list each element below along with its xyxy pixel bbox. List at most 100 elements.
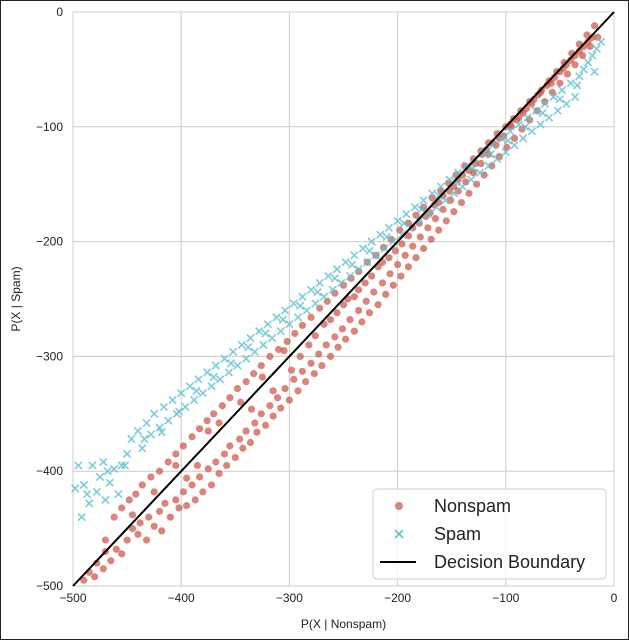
nonspam-point (134, 530, 142, 538)
nonspam-point (290, 375, 298, 383)
spam-point (540, 99, 549, 109)
spam-point (562, 99, 571, 109)
spam-point (358, 244, 368, 253)
spam-point (497, 134, 506, 143)
spam-point (228, 347, 238, 356)
spam-point (92, 487, 101, 497)
spam-point (263, 320, 272, 329)
nonspam-point (188, 481, 196, 489)
spam-point (215, 375, 225, 384)
spam-point (350, 251, 359, 260)
nonspam-point (280, 347, 288, 355)
nonspam-point (302, 378, 310, 386)
nonspam-point (378, 279, 387, 287)
nonspam-point (242, 427, 250, 435)
spam-point (74, 461, 83, 470)
nonspam-point (323, 297, 331, 305)
spam-point (501, 147, 510, 157)
nonspam-point (269, 387, 277, 395)
spam-point (510, 141, 519, 150)
spam-point (138, 444, 147, 453)
spam-point (298, 292, 307, 301)
y-tick-label: −200 (36, 235, 63, 249)
spam-point (70, 484, 80, 493)
decision-boundary-line (72, 11, 615, 587)
nonspam-point (204, 465, 212, 473)
spam-point (324, 271, 333, 281)
spam-point (105, 478, 114, 487)
spam-point (484, 161, 493, 170)
spam-point (445, 175, 454, 184)
spam-point (518, 134, 528, 143)
nonspam-point (266, 352, 274, 360)
spam-point (527, 127, 536, 136)
nonspam-point (462, 178, 470, 186)
spam-point (544, 113, 554, 122)
nonspam-point (188, 433, 196, 441)
spam-point (462, 161, 472, 170)
nonspam-point (204, 427, 212, 435)
nonspam-point (307, 313, 315, 321)
nonspam-point (563, 70, 572, 78)
nonspam-point (281, 384, 289, 393)
nonspam-point (138, 481, 146, 489)
nonspam-point (215, 469, 223, 478)
nonspam-point (125, 496, 133, 504)
nonspam-point (273, 394, 282, 402)
x-tick-label: −100 (492, 591, 519, 605)
nonspam-point (258, 373, 266, 381)
spam-point (109, 464, 119, 474)
nonspam-point (212, 458, 220, 466)
spam-point (293, 313, 303, 322)
spam-point (575, 72, 584, 81)
nonspam-point (274, 345, 283, 354)
nonspam-point (361, 279, 369, 287)
nonspam-point (107, 557, 115, 565)
spam-point (330, 274, 340, 283)
spam-point (345, 271, 355, 281)
spam-point (566, 79, 575, 88)
nonspam-point (291, 329, 299, 338)
nonspam-point (132, 490, 140, 498)
spam-point (140, 434, 149, 444)
nonspam-point (166, 513, 174, 521)
nonspam-point (193, 461, 202, 470)
nonspam-point (220, 450, 229, 458)
nonspam-point (307, 359, 315, 367)
spam-point (514, 120, 523, 129)
nonspam-point (318, 361, 326, 370)
spam-point (367, 237, 376, 246)
nonspam-point (556, 79, 564, 87)
nonspam-point (207, 481, 216, 489)
nonspam-point (315, 350, 323, 358)
spam-point (521, 122, 530, 131)
nonspam-point (261, 421, 270, 429)
spam-point (570, 92, 580, 102)
nonspam-point (164, 458, 172, 466)
nonspam-point (510, 134, 519, 142)
spam-point (596, 37, 606, 47)
nonspam-point (253, 428, 261, 436)
spam-point (592, 44, 601, 53)
nonspam-point (257, 410, 265, 418)
spam-point (280, 306, 290, 315)
nonspam-point (150, 488, 158, 496)
nonspam-point (571, 61, 579, 69)
nonspam-point (172, 461, 180, 470)
nonspam-point (594, 33, 602, 41)
spam-point (79, 480, 88, 490)
nonspam-point (385, 254, 393, 262)
nonspam-point (183, 474, 191, 482)
spam-point (233, 361, 242, 370)
nonspam-point (342, 335, 350, 343)
spam-point (536, 120, 545, 129)
spam-point (341, 258, 350, 267)
nonspam-point (331, 333, 339, 341)
spam-point (306, 285, 316, 294)
spam-point (185, 382, 195, 391)
nonspam-point (409, 242, 417, 250)
spam-point (553, 106, 562, 115)
nonspam-point (172, 450, 180, 458)
nonspam-point (298, 367, 306, 375)
